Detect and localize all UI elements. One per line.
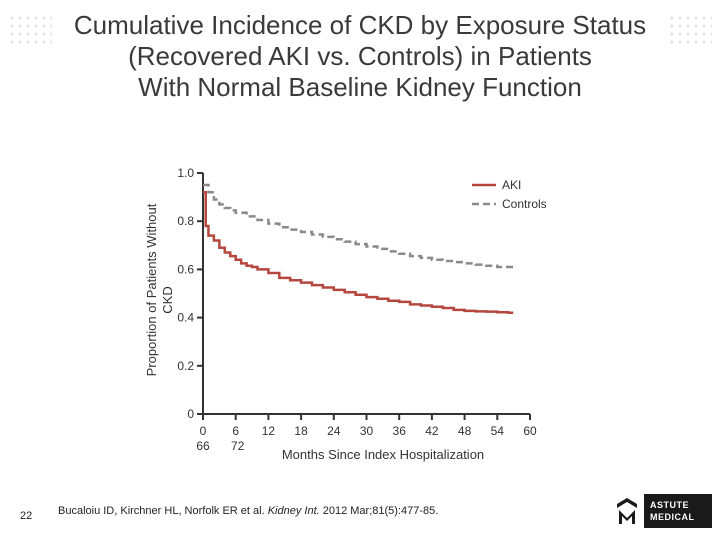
y-axis-label-line-2: CKD	[160, 286, 175, 313]
citation: Bucaloiu ID, Kirchner HL, Norfolk ER et …	[58, 505, 438, 517]
series-line-controls	[203, 183, 514, 269]
decorative-dots-left	[8, 14, 52, 48]
x-tick-label-row2: 72	[231, 439, 245, 453]
series-line-aki	[203, 191, 514, 315]
x-tick-label-row2: 66	[196, 439, 210, 453]
logo-wordmark: ASTUTE MEDICAL	[644, 494, 712, 528]
y-tick-label: 0.8	[177, 214, 194, 228]
x-tick-label: 42	[425, 424, 439, 438]
x-tick-label: 60	[523, 424, 537, 438]
chart-ticks: 0 0.2 0.4 0.6 0.8 1.0 0 6 12 18 24 30 36 42 48 54 60 66 72	[177, 166, 537, 453]
citation-rest: 2012 Mar;81(5):477-85.	[319, 505, 439, 517]
x-tick-label: 6	[232, 424, 239, 438]
logo-line-2: MEDICAL	[650, 512, 695, 522]
x-tick-label: 12	[262, 424, 276, 438]
decorative-dots-right	[668, 14, 712, 48]
x-tick-label: 54	[491, 424, 505, 438]
y-tick-label: 0.2	[177, 359, 194, 373]
astute-medical-logo: ASTUTE MEDICAL	[614, 494, 712, 528]
title-line-2: (Recovered AKI vs. Controls) in Patients	[128, 41, 592, 71]
y-tick-label: 0	[187, 407, 194, 421]
legend-label-aki: AKI	[502, 178, 521, 192]
chart-series	[203, 183, 514, 315]
x-tick-label: 30	[360, 424, 374, 438]
slide-title: Cumulative Incidence of CKD by Exposure …	[40, 10, 680, 103]
citation-authors: Bucaloiu ID, Kirchner HL, Norfolk ER et …	[58, 505, 268, 517]
title-line-3: With Normal Baseline Kidney Function	[138, 72, 582, 102]
y-tick-label: 1.0	[177, 166, 194, 180]
x-axis-label: Months Since Index Hospitalization	[282, 447, 484, 462]
x-tick-label: 48	[458, 424, 472, 438]
page-number: 22	[20, 510, 33, 522]
astute-medical-logo-mark-icon	[617, 498, 637, 524]
chart-legend: AKI Controls	[472, 178, 547, 211]
x-tick-label: 18	[294, 424, 308, 438]
x-tick-label: 36	[393, 424, 407, 438]
y-tick-label: 0.4	[177, 311, 194, 325]
x-tick-label: 0	[200, 424, 207, 438]
citation-journal: Kidney Int.	[267, 505, 320, 517]
title-line-1: Cumulative Incidence of CKD by Exposure …	[73, 10, 647, 40]
logo-line-1: ASTUTE	[650, 500, 689, 510]
y-tick-label: 0.6	[177, 262, 194, 276]
legend-label-controls: Controls	[502, 197, 547, 211]
y-axis-label-line-1: Proportion of Patients Without	[144, 203, 159, 376]
x-tick-label: 24	[327, 424, 341, 438]
